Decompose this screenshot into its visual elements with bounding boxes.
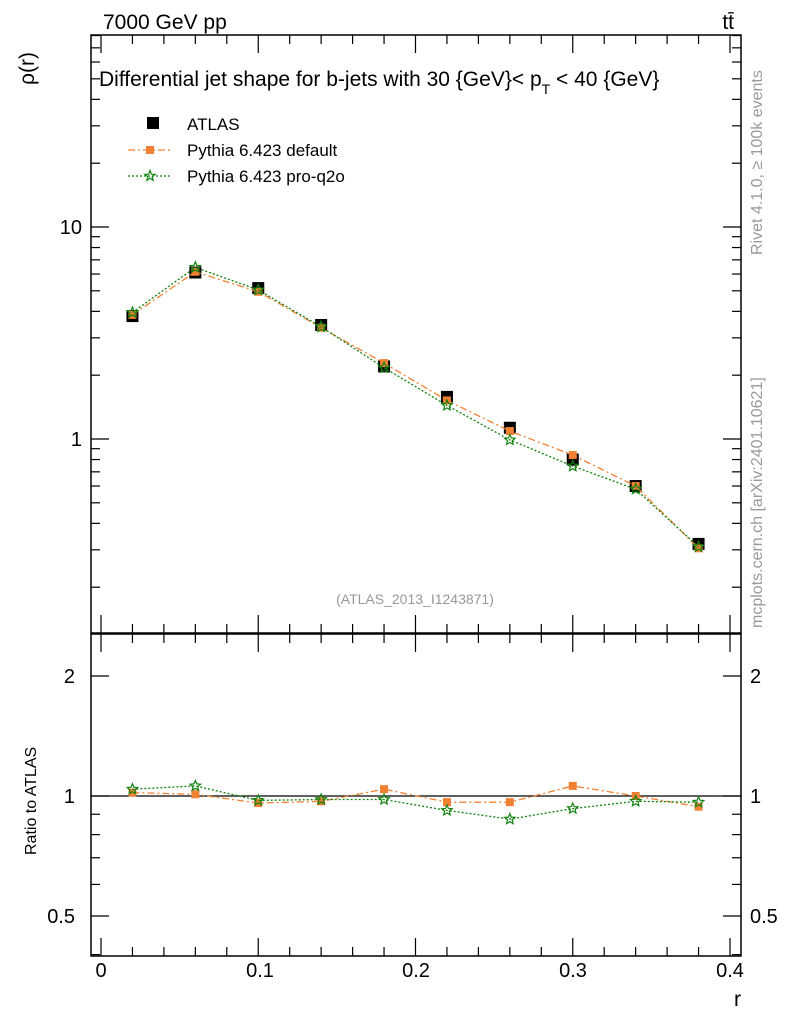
main-panel: 10 1 ρ(r) Differential jet shape for b-j… [16,34,742,634]
ratio-ytick-label-2-right: 2 [750,666,761,688]
x-axis-label: r [734,988,741,1011]
point-proq2o-0.34 [628,482,643,495]
legend-entry-atlas: ATLAS [147,115,240,134]
legend-label-atlas: ATLAS [187,115,240,134]
point-default-0.38 [694,544,703,553]
point-proq2o-0.3 [566,459,580,472]
analysis-watermark: (ATLAS_2013_I1243871) [336,591,494,607]
main-y-axis-label: ρ(r) [16,52,39,85]
point-proq2o-0.38 [691,539,706,553]
point-default-0.18 [380,785,389,794]
main-axis-ticks [91,34,741,633]
legend-marker-default [146,146,154,154]
ratio-ytick-label-2-left: 2 [64,666,75,688]
point-default-0.34 [631,482,640,491]
legend-entry-default: Pythia 6.423 default [128,141,338,160]
point-proq2o-0.18 [377,792,391,806]
series-line-proq2o [132,785,699,820]
point-default-0.02 [128,788,137,797]
point-proq2o-0.22 [440,803,454,817]
point-default-0.14 [317,323,326,332]
point-default-0.26 [505,798,514,807]
plot-title: Differential jet shape for b-jets with 3… [99,68,659,97]
plot-title-text: Differential jet shape for b-jets with 3… [99,68,659,97]
ratio-axis-ticks [91,634,741,956]
plot-title-main: Differential jet shape for b-jets with 3… [99,68,542,91]
point-default-0.06 [191,267,200,276]
point-proq2o-0.18 [377,360,391,374]
legend-label-proq2o: Pythia 6.423 pro-q2o [187,167,345,186]
point-proq2o-0.1 [251,282,265,296]
point-proq2o-0.14 [314,319,328,333]
ratio-panel: 2 1 0.5 2 1 0.5 Ratio to ATLAS 0 0.1 0.2… [23,633,778,1011]
point-proq2o-0.02 [125,305,140,319]
point-default-0.38 [694,802,703,811]
main-series-layer [125,260,706,553]
ratio-ytick-label-05-left: 0.5 [47,906,75,928]
point-default-0.3 [568,451,577,460]
xtick-label-0.2: 0.2 [402,960,430,982]
point-proq2o-0.02 [125,782,140,795]
ratio-series-layer [125,778,706,825]
ratio-ytick-label-1-right: 1 [750,786,761,808]
process-label: tt̄ [722,11,734,34]
xtick-label-0.1: 0.1 [246,960,274,982]
legend-marker-proq2o [143,168,157,182]
xtick-label-0.3: 0.3 [559,960,587,982]
energy-label: 7000 GeV pp [103,11,227,34]
point-proq2o-0.26 [503,432,517,446]
point-proq2o-0.22 [440,398,454,412]
legend: ATLAS Pythia 6.423 default Pythia 6.423 … [128,115,345,186]
point-proq2o-0.1 [251,793,265,807]
legend-label-default: Pythia 6.423 default [187,141,338,160]
point-proq2o-0.26 [503,812,517,825]
point-default-0.06 [191,790,200,799]
point-default-0.22 [442,798,451,807]
point-proq2o-0.34 [628,794,643,807]
legend-entry-proq2o: Pythia 6.423 pro-q2o [128,167,345,186]
ratio-ytick-label-05-right: 0.5 [750,906,778,928]
series-line-proq2o [132,266,699,548]
main-ytick-label-10: 10 [60,217,82,239]
xtick-label-0.4: 0.4 [716,960,744,982]
mcplots-label: mcplots.cern.ch [arXiv:2401.10621] [749,377,766,628]
series-line-default [132,271,699,549]
point-proq2o-0.06 [188,778,203,792]
ratio-y-axis-label: Ratio to ATLAS [23,747,40,855]
rivet-version-label: Rivet 4.1.0, ≥ 100k events [749,70,766,255]
point-proq2o-0.14 [314,792,328,806]
point-proq2o-0.38 [691,795,706,808]
xtick-label-0: 0 [95,960,106,982]
main-ytick-label-1: 1 [71,429,82,451]
plot-title-subscript: T [542,81,551,97]
point-proq2o-0.3 [566,801,580,815]
legend-marker-atlas [147,117,159,129]
point-default-0.26 [505,427,514,436]
series-line-default [132,785,699,808]
ratio-frame [90,633,742,957]
point-default-0.3 [568,781,577,790]
ratio-ytick-label-1-left: 1 [64,786,75,808]
plot-title-tail: < 40 {GeV} [550,68,659,91]
point-proq2o-0.06 [188,260,203,274]
